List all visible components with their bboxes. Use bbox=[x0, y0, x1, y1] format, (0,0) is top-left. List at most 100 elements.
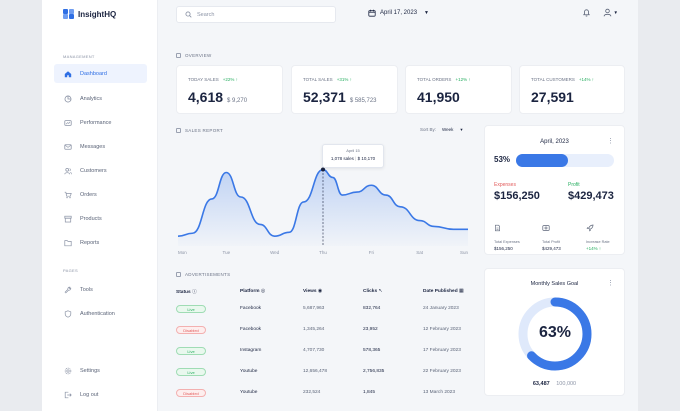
sort-control[interactable]: Sort By: Week ▼ bbox=[420, 127, 463, 132]
bell-icon[interactable] bbox=[582, 8, 591, 17]
x-tick-label: Mon bbox=[178, 250, 187, 255]
x-tick-label: Sun bbox=[460, 250, 469, 255]
expenses-label: Expenses bbox=[494, 182, 516, 188]
sort-label: Sort By: bbox=[420, 127, 437, 132]
highlight-point[interactable] bbox=[321, 167, 325, 172]
status-badge: Live bbox=[176, 346, 206, 355]
platform-cell: Facebook bbox=[240, 306, 262, 311]
sidebar-item-tools[interactable]: Tools bbox=[54, 280, 147, 299]
document-icon bbox=[495, 224, 500, 232]
column-header-date[interactable]: Date Published ▦ bbox=[423, 288, 464, 294]
sort-value: Week bbox=[442, 127, 454, 132]
table-row[interactable]: Disabled Facebook 1,345,264 23,952 12 Fe… bbox=[176, 319, 473, 340]
eye-icon: ◉ bbox=[317, 288, 323, 294]
sidebar-item-label: Customers bbox=[80, 167, 107, 174]
calendar-icon: ▦ bbox=[459, 288, 464, 294]
box-icon bbox=[64, 215, 72, 223]
summary-title: April, 2023 bbox=[540, 139, 569, 145]
more-icon[interactable]: ⋮ bbox=[607, 138, 614, 145]
stat-label: TODAY SALES bbox=[188, 77, 219, 82]
sidebar-item-performance[interactable]: Performance bbox=[54, 113, 147, 132]
sidebar-item-customers[interactable]: Customers bbox=[54, 161, 147, 180]
sidebar-item-reports[interactable]: Reports bbox=[54, 233, 147, 252]
stat-label: TOTAL SALES bbox=[303, 77, 333, 82]
date-cell: 24 January 2023 bbox=[423, 306, 459, 311]
stat-label: TOTAL CUSTOMERS bbox=[531, 77, 575, 82]
goal-current: 63,487 bbox=[532, 381, 550, 387]
sidebar-item-label: Messages bbox=[80, 143, 106, 150]
sidebar-item-label: Dashboard bbox=[80, 70, 107, 77]
metric-total-profit: Total Profit $429,473 bbox=[542, 219, 561, 251]
sidebar-item-label: Reports bbox=[80, 239, 100, 246]
table-row[interactable]: Disabled Youtube 232,524 1,845 13 March … bbox=[176, 382, 473, 403]
sidebar-item-label: Settings bbox=[80, 367, 100, 374]
date-cell: 17 February 2023 bbox=[423, 348, 461, 353]
stat-value: 4,618 bbox=[188, 89, 224, 105]
cursor-icon: ↖ bbox=[378, 288, 383, 294]
calendar-icon bbox=[368, 9, 376, 17]
sidebar-item-logout[interactable]: Log out bbox=[54, 385, 147, 404]
gear-icon bbox=[64, 367, 72, 375]
monthly-summary-card: April, 2023 ⋮ 53% Expenses $156,250 Prof… bbox=[484, 125, 625, 255]
home-icon bbox=[64, 70, 72, 78]
date-selector[interactable]: April 17, 2023 ▼ bbox=[368, 9, 429, 17]
search-placeholder: Search bbox=[197, 11, 215, 18]
rocket-icon bbox=[586, 224, 594, 232]
sidebar-item-settings[interactable]: Settings bbox=[54, 361, 147, 380]
tooltip-amount: $ 10,170 bbox=[357, 156, 376, 161]
sidebar-item-dashboard[interactable]: Dashboard bbox=[54, 64, 147, 83]
sidebar-item-label: Authentication bbox=[80, 310, 115, 317]
donut-progress bbox=[518, 297, 592, 371]
clicks-cell: 2,756,835 bbox=[363, 369, 385, 374]
logo-icon bbox=[63, 9, 74, 19]
sidebar-item-products[interactable]: Products bbox=[54, 209, 147, 228]
more-icon[interactable]: ⋮ bbox=[607, 280, 614, 287]
column-header-views[interactable]: Views ◉ bbox=[303, 288, 323, 294]
overview-title: OVERVIEW bbox=[176, 53, 212, 58]
sidebar-item-label: Tools bbox=[80, 286, 93, 293]
search-input[interactable]: Search bbox=[176, 6, 336, 23]
sidebar-item-authentication[interactable]: Authentication bbox=[54, 304, 147, 323]
search-icon bbox=[185, 11, 192, 18]
views-cell: 1,345,264 bbox=[303, 327, 325, 332]
stat-card-today-sales: TODAY SALES +22% ↑ 4,618 $ 9,270 bbox=[176, 65, 283, 114]
column-header-status[interactable]: Status ⓘ bbox=[176, 289, 197, 295]
user-menu[interactable]: ▼ bbox=[603, 8, 618, 17]
app-frame: InsightHQ MANAGEMENT Dashboard Analytics… bbox=[42, 0, 638, 411]
chevron-down-icon: ▼ bbox=[424, 10, 429, 16]
stat-card-total-sales: TOTAL SALES +31% ↑ 52,371 $ 585,723 bbox=[291, 65, 398, 114]
chevron-down-icon: ▼ bbox=[613, 10, 618, 15]
clicks-cell: 832,764 bbox=[363, 306, 381, 311]
stat-card-total-customers: TOTAL CUSTOMERS +14% ↑ 27,591 bbox=[519, 65, 625, 114]
metric-increase-rate: Increase Rate +14% ↑ bbox=[586, 219, 610, 251]
clicks-cell: 23,952 bbox=[363, 327, 378, 332]
stat-sub: $ 585,723 bbox=[349, 98, 377, 104]
stat-change: +31% ↑ bbox=[336, 77, 352, 82]
ads-table: Status ⓘ Platform ◎ Views ◉ Clicks ↖ Dat… bbox=[176, 284, 473, 403]
sidebar-item-analytics[interactable]: Analytics bbox=[54, 89, 147, 108]
expenses-value: $156,250 bbox=[494, 190, 540, 202]
app-logo[interactable]: InsightHQ bbox=[63, 9, 116, 19]
profit-value: $429,473 bbox=[568, 190, 614, 202]
management-section-label: MANAGEMENT bbox=[63, 54, 95, 59]
profit-label: Profit bbox=[568, 182, 580, 188]
table-row[interactable]: Live Facebook 5,687,963 832,764 24 Janua… bbox=[176, 298, 473, 319]
section-icon bbox=[176, 53, 181, 58]
table-row[interactable]: Live Youtube 12,656,478 2,756,835 22 Feb… bbox=[176, 361, 473, 382]
column-header-platform[interactable]: Platform ◎ bbox=[240, 288, 265, 294]
sidebar-item-messages[interactable]: Messages bbox=[54, 137, 147, 156]
progress-percent: 53% bbox=[494, 155, 511, 164]
section-icon bbox=[176, 128, 181, 133]
chart-series-line bbox=[177, 168, 468, 238]
column-header-clicks[interactable]: Clicks ↖ bbox=[363, 288, 383, 294]
table-row[interactable]: Live Instagram 4,707,730 578,365 17 Febr… bbox=[176, 340, 473, 361]
sidebar: InsightHQ MANAGEMENT Dashboard Analytics… bbox=[42, 0, 158, 411]
views-cell: 5,687,963 bbox=[303, 306, 325, 311]
tooltip-date: April 15 bbox=[346, 148, 360, 153]
advertisements-title: ADVERTISEMENTS bbox=[176, 272, 230, 277]
x-tick-label: Fri bbox=[369, 250, 374, 255]
logout-icon bbox=[64, 391, 72, 399]
x-tick-label: Sat bbox=[416, 250, 424, 255]
sidebar-item-orders[interactable]: Orders bbox=[54, 185, 147, 204]
platform-cell: Instagram bbox=[240, 348, 262, 353]
